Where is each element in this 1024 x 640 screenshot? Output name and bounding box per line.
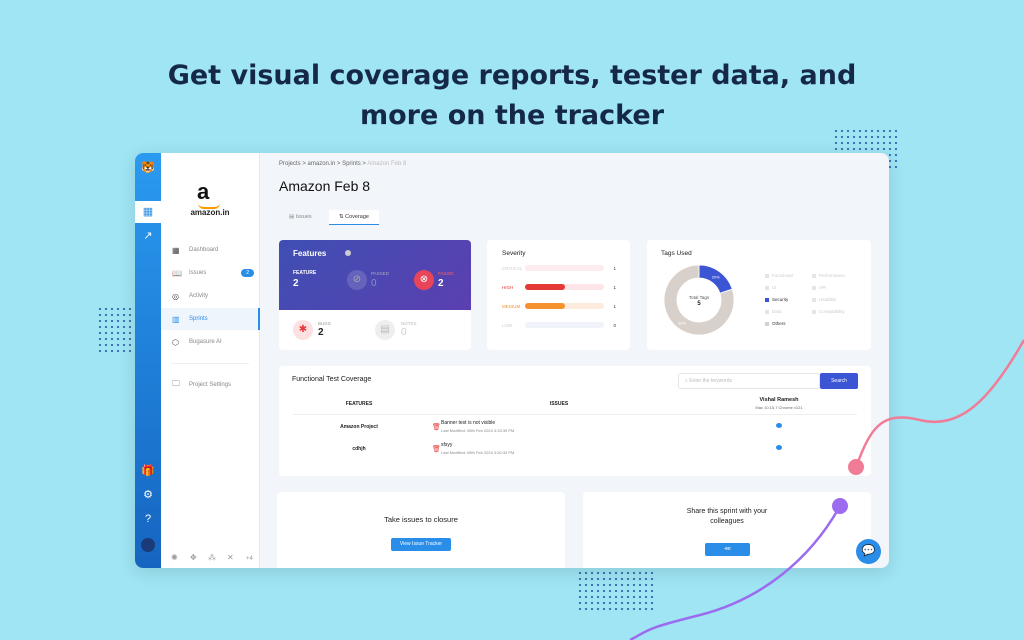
tabs: ▤ Issues ⇅ Coverage bbox=[279, 210, 379, 225]
sidebar-item-bugasure-ai[interactable]: ⬡ Bugasure AI bbox=[172, 337, 222, 347]
integration-icon[interactable]: ✕ bbox=[227, 553, 234, 562]
severity-row: HIGH 1 bbox=[502, 284, 616, 290]
closure-card: Take issues to closure View Issue Tracke… bbox=[277, 492, 565, 568]
legend-item: Data bbox=[765, 309, 782, 314]
app-window: 🐯 ▦ ↗ 🎁 ⚙ ? a amazon.in ▦ Dashboard 📖 Issu… bbox=[135, 153, 889, 568]
grid-icon[interactable]: ▦ bbox=[135, 201, 161, 223]
dot-pattern bbox=[97, 306, 135, 354]
tester-name: Vishal Ramesh bbox=[759, 397, 799, 403]
severity-bar bbox=[525, 303, 604, 309]
help-icon[interactable]: ? bbox=[144, 513, 152, 525]
page-title: Amazon Feb 8 bbox=[279, 178, 371, 194]
chat-button[interactable]: 💬 bbox=[856, 539, 881, 564]
legend-item: Usability bbox=[812, 297, 836, 302]
divider bbox=[171, 363, 249, 364]
project-name: amazon.in bbox=[190, 208, 230, 217]
book-icon: 📖 bbox=[172, 268, 182, 278]
chat-icon: 💬 bbox=[861, 545, 876, 557]
tags-donut-chart: 20% 80% bbox=[663, 264, 735, 336]
breadcrumb: Projects > amazon.in > Sprints > Amazon … bbox=[279, 161, 407, 167]
legend-item: Security bbox=[765, 297, 788, 302]
sidebar-item-issues[interactable]: 📖 Issues 2 bbox=[161, 262, 260, 284]
severity-row: MEDIUM 1 bbox=[502, 303, 616, 309]
check-circle-icon: ◎ bbox=[172, 291, 179, 301]
severity-row: LOW 0 bbox=[502, 322, 616, 328]
gear-icon[interactable]: ⚙ bbox=[143, 489, 153, 501]
integration-icon[interactable]: ✥ bbox=[190, 553, 197, 562]
integration-icon[interactable]: ⁂ bbox=[208, 553, 216, 562]
dot-pattern bbox=[577, 570, 653, 612]
chart-icon: ▥ bbox=[172, 314, 180, 324]
search-button[interactable]: Search bbox=[820, 373, 858, 389]
notes-icon: ▤ bbox=[375, 320, 395, 340]
severity-bar bbox=[525, 265, 604, 271]
legend-item: Compatibility bbox=[812, 309, 845, 314]
gift-icon[interactable]: 🎁 bbox=[141, 465, 155, 477]
view-issue-tracker-button[interactable]: View Issue Tracker bbox=[391, 538, 451, 551]
amazon-smile bbox=[198, 203, 220, 209]
share-card: Share this sprint with your colleagues ⋘ bbox=[583, 492, 871, 568]
sidebar-item-dashboard[interactable]: ▦ Dashboard bbox=[172, 245, 219, 255]
sidebar: a amazon.in ▦ Dashboard 📖 Issues 2 ◎ Activit… bbox=[161, 153, 260, 568]
icon-rail: 🐯 ▦ ↗ 🎁 ⚙ ? bbox=[135, 153, 161, 568]
share-button[interactable]: ⋘ bbox=[705, 543, 750, 556]
eye-icon[interactable] bbox=[776, 445, 782, 450]
bug-icon: 🗑 bbox=[432, 446, 441, 453]
amazon-logo: a bbox=[197, 179, 210, 204]
donut-slice-label: 80% bbox=[678, 321, 686, 326]
chip-icon: ⬡ bbox=[172, 337, 179, 347]
eye-icon[interactable] bbox=[776, 423, 782, 428]
severity-row: CRITICAL 1 bbox=[502, 265, 616, 271]
integration-icon[interactable]: ✺ bbox=[171, 553, 178, 562]
legend-item: API bbox=[812, 285, 826, 290]
bug-icon: 🗑 bbox=[432, 424, 441, 431]
bug-tiger-logo-icon[interactable]: 🐯 bbox=[141, 162, 155, 174]
search-input[interactable]: ⌕ Enter the keywords bbox=[678, 373, 820, 389]
sidebar-item-sprints[interactable]: ▥ Sprints bbox=[161, 308, 260, 330]
severity-card: Severity CRITICAL 1 HIGH 1 MEDIUM 1 LOW 0 bbox=[487, 240, 630, 350]
issues-count-badge: 2 bbox=[241, 269, 254, 277]
tags-card: Tags Used 20% 80% Total Tags 5 Functional… bbox=[647, 240, 871, 350]
legend-item: Others bbox=[765, 321, 786, 326]
sidebar-item-project-settings[interactable]: 🗀 Project Settings bbox=[161, 374, 260, 396]
share-icon: ⋘ bbox=[723, 546, 732, 552]
main-content: Projects > amazon.in > Sprints > Amazon … bbox=[261, 153, 889, 568]
trending-icon[interactable]: ↗ bbox=[143, 230, 153, 242]
more-integrations[interactable]: +4 bbox=[246, 556, 253, 562]
headline: Get visual coverage reports, tester data… bbox=[167, 60, 857, 131]
tab-coverage[interactable]: ⇅ Coverage bbox=[329, 210, 379, 225]
search-icon: ⌕ bbox=[685, 378, 688, 384]
donut-slice-label: 20% bbox=[712, 274, 720, 279]
passed-icon: ⊘ bbox=[347, 270, 367, 290]
legend-item: UI bbox=[765, 285, 777, 290]
severity-bar-fill bbox=[525, 284, 565, 290]
settings-folder-icon: 🗀 bbox=[172, 379, 180, 388]
functional-coverage-card: Functional Test Coverage ⌕ Enter the key… bbox=[279, 366, 871, 476]
donut-slice-others bbox=[663, 264, 735, 336]
severity-bar-fill bbox=[525, 303, 565, 309]
failed-icon: ⊗ bbox=[414, 270, 434, 290]
severity-bar bbox=[525, 322, 604, 328]
bug-icon: ✱ bbox=[293, 320, 313, 340]
legend-item: Functional bbox=[765, 273, 793, 278]
severity-bar bbox=[525, 284, 604, 290]
info-icon[interactable] bbox=[345, 250, 351, 256]
table-row: cdhjh 🗑 sfsyy Last Modified: 08th Feb 20… bbox=[279, 440, 871, 460]
tab-issues[interactable]: ▤ Issues bbox=[289, 214, 312, 220]
legend-item: Performance bbox=[812, 273, 845, 278]
avatar[interactable] bbox=[135, 534, 161, 556]
table-row: Amazon Project 🗑 Banner test is not visi… bbox=[279, 418, 871, 438]
grid-icon: ▦ bbox=[172, 245, 180, 255]
sidebar-item-activity[interactable]: ◎ Activity bbox=[172, 291, 209, 301]
features-card: Features FEATURE 2 ⊘ PASSED 0 ⊗ FAILED 2… bbox=[279, 240, 471, 350]
